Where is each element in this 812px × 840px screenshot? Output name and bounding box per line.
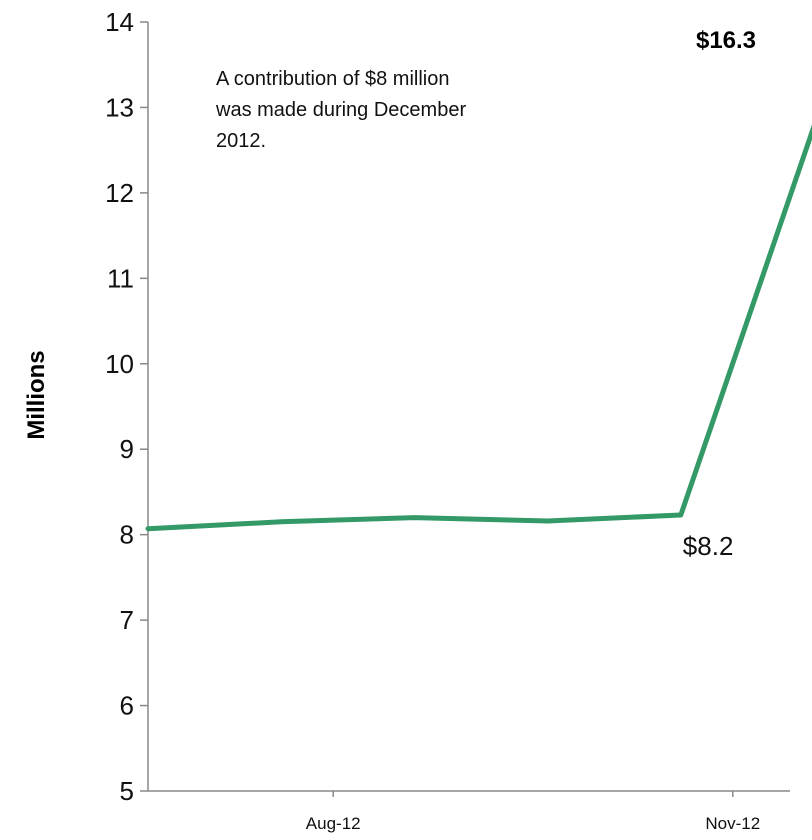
y-tick-label: 9 (120, 434, 134, 464)
series-line (145, 124, 812, 532)
y-tick-label: 7 (120, 605, 134, 635)
annotation-line: was made during December (215, 99, 466, 121)
y-tick-label: 11 (107, 263, 134, 293)
x-axis-ticks: Aug-12 Nov-12 (306, 791, 760, 833)
y-tick-label: 5 (120, 776, 134, 806)
y-tick-label: 6 (120, 691, 134, 721)
x-tick-label: Aug-12 (306, 814, 361, 833)
data-label: $16.3 (696, 27, 756, 54)
data-label: $8.2 (683, 531, 734, 561)
y-tick-label: 8 (120, 520, 134, 550)
y-tick-label: 12 (105, 178, 134, 208)
data-labels: $8.2 $16.3 (683, 27, 756, 561)
y-axis-label: Millions (23, 350, 50, 439)
annotation-line: 2012. (216, 130, 266, 152)
y-tick-label: 13 (105, 92, 134, 122)
y-axis-ticks: 5 6 7 8 9 10 11 12 13 14 (105, 7, 148, 806)
x-tick-label: Nov-12 (705, 814, 760, 833)
y-tick-label: 10 (105, 349, 134, 379)
series-group (145, 124, 812, 532)
annotation-line: A contribution of $8 million (216, 68, 449, 90)
y-tick-label: 14 (105, 7, 134, 37)
annotation-text: A contribution of $8 million was made dur… (215, 68, 466, 152)
axes (147, 22, 790, 792)
